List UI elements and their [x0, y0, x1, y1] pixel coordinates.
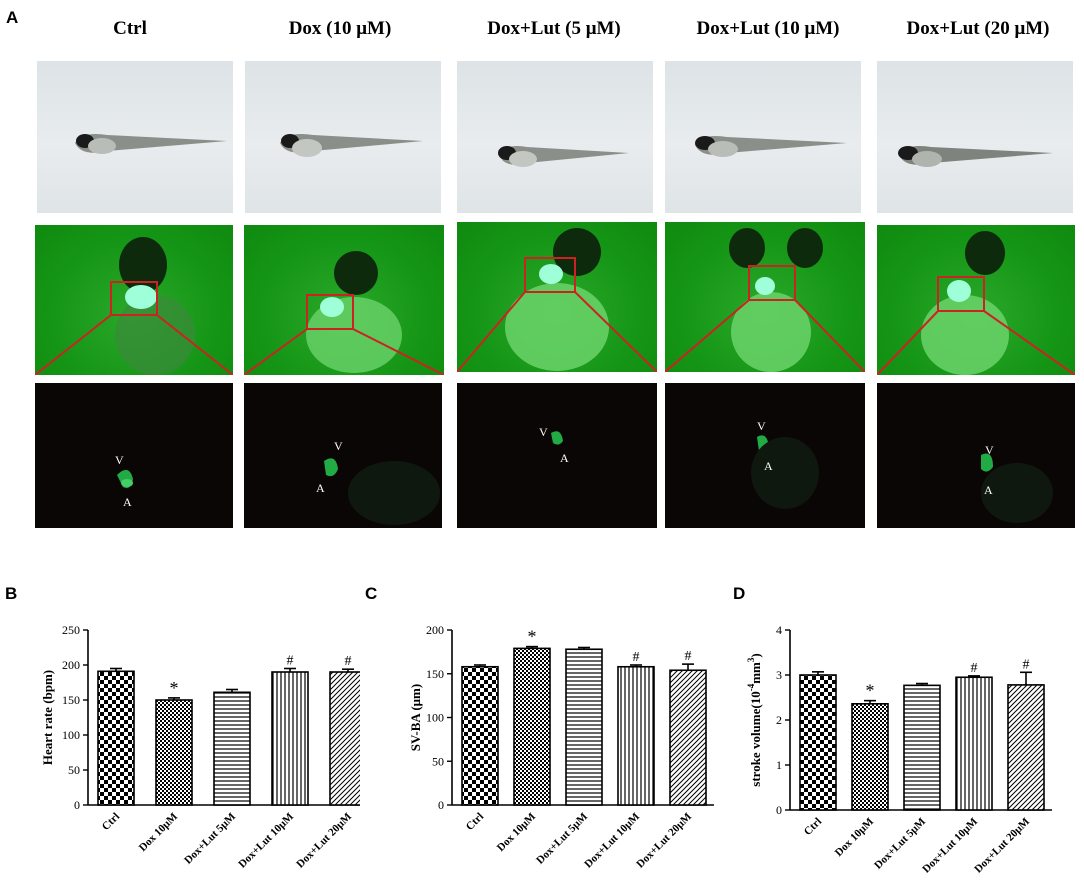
stroke-volume-bar-chart: 0 1 2 3 4 stroke volume(10-4mm3) Ctrl * Dox 10μM… [746, 623, 1052, 876]
y-tick-label: 200 [426, 623, 444, 637]
panel-c-letter: C [365, 584, 378, 603]
significance-mark: # [633, 650, 640, 665]
y-axis-label: Heart rate (bpm) [40, 670, 55, 765]
y-tick-label: 50 [432, 754, 444, 768]
category-label: Dox 10μM [495, 810, 539, 854]
y-tick-label: 4 [776, 623, 782, 637]
bar [329, 671, 360, 806]
y-tick-label: 0 [74, 798, 80, 812]
bar [955, 676, 993, 811]
bar [903, 684, 941, 811]
heart-image-doxlut10: V A [665, 383, 865, 528]
y-axis-label: SV-BA (μm) [408, 684, 423, 751]
y-axis-label: stroke volume(10-4mm3) [746, 653, 763, 786]
category-label: Dox 10μM [833, 815, 877, 859]
category-label: Dox+Lut 5μM [534, 810, 590, 866]
bar [213, 691, 251, 806]
significance-mark: # [685, 649, 692, 664]
fluorescence-image-doxlut10 [665, 222, 865, 372]
y-tick-label: 250 [62, 623, 80, 637]
significance-mark: # [345, 654, 352, 669]
y-tick-label: 200 [62, 658, 80, 672]
bar [513, 647, 551, 806]
column-title-doxlut5: Dox+Lut (5 μM) [487, 18, 621, 39]
category-label: Dox+Lut 20μM [634, 810, 694, 870]
panel-b-letter: B [5, 584, 18, 603]
atrium-label: A [123, 495, 132, 509]
bar [461, 665, 499, 806]
fluorescence-image-doxlut5 [457, 222, 657, 372]
brightfield-image-doxlut5 [457, 61, 653, 213]
brightfield-image-ctrl [37, 61, 233, 213]
y-tick-label: 150 [426, 667, 444, 681]
column-title-doxlut20: Dox+Lut (20 μM) [906, 18, 1050, 39]
bar [155, 699, 193, 806]
y-tick-label: 100 [62, 728, 80, 742]
atrium-label: A [984, 483, 993, 497]
category-label: Dox+Lut 5μM [182, 810, 238, 866]
brightfield-image-dox10 [245, 61, 441, 213]
heart-image-doxlut20: V A [877, 383, 1075, 528]
significance-mark: # [1023, 657, 1030, 672]
category-label: Ctrl [100, 811, 122, 833]
atrium-label: A [316, 481, 325, 495]
ventricle-label: V [334, 439, 343, 453]
bar [851, 703, 889, 811]
bar [799, 674, 837, 811]
category-label: Dox+Lut 20μM [972, 815, 1032, 875]
category-label: Ctrl [464, 811, 486, 833]
y-tick-label: 2 [776, 713, 782, 727]
bar [617, 665, 655, 806]
panel-a-letter: A [6, 8, 19, 27]
significance-mark: # [287, 654, 294, 669]
y-tick-label: 3 [776, 668, 782, 682]
ventricle-label: V [757, 419, 766, 433]
y-tick-label: 0 [776, 803, 782, 817]
panel-d-letter: D [733, 584, 746, 603]
ventricle-label: V [115, 453, 124, 467]
fluorescence-image-ctrl [35, 225, 233, 375]
atrium-label: A [560, 451, 569, 465]
brightfield-image-doxlut20 [877, 61, 1073, 213]
category-label: Dox+Lut 10μM [236, 810, 296, 870]
bar [565, 648, 603, 806]
brightfield-image-doxlut10 [665, 61, 861, 213]
column-title-doxlut10: Dox+Lut (10 μM) [696, 18, 840, 39]
y-tick-label: 1 [776, 758, 782, 772]
significance-mark: # [971, 661, 978, 676]
category-label: Ctrl [802, 816, 824, 838]
y-tick-label: 50 [68, 763, 80, 777]
significance-mark: * [866, 681, 875, 701]
significance-mark: * [170, 678, 179, 698]
atrium-label: A [764, 459, 773, 473]
bar [271, 671, 309, 806]
heart-image-dox10: V A [244, 383, 442, 528]
column-title-ctrl: Ctrl [113, 18, 147, 39]
ventricle-label: V [985, 443, 994, 457]
heart-rate-bar-chart: 0 50 100 150 200 250 Heart rate (bpm) Ctrl * Dox … [40, 623, 360, 871]
bar [1007, 684, 1045, 811]
y-tick-label: 150 [62, 693, 80, 707]
y-tick-label: 0 [438, 798, 444, 812]
ventricle-label: V [539, 425, 548, 439]
category-label: Dox+Lut 20μM [294, 810, 354, 870]
y-tick-label: 100 [426, 711, 444, 725]
column-title-dox10: Dox (10 μM) [288, 18, 392, 39]
category-label: Dox+Lut 5μM [872, 815, 928, 871]
bar [97, 670, 135, 806]
heart-image-doxlut5: V A [457, 383, 657, 528]
heart-image-ctrl: V A [35, 383, 233, 528]
fluorescence-image-doxlut20 [877, 225, 1075, 375]
category-label: Dox 10μM [137, 810, 181, 854]
fluorescence-image-dox10 [244, 225, 444, 375]
significance-mark: * [528, 627, 537, 647]
bar [669, 669, 707, 806]
